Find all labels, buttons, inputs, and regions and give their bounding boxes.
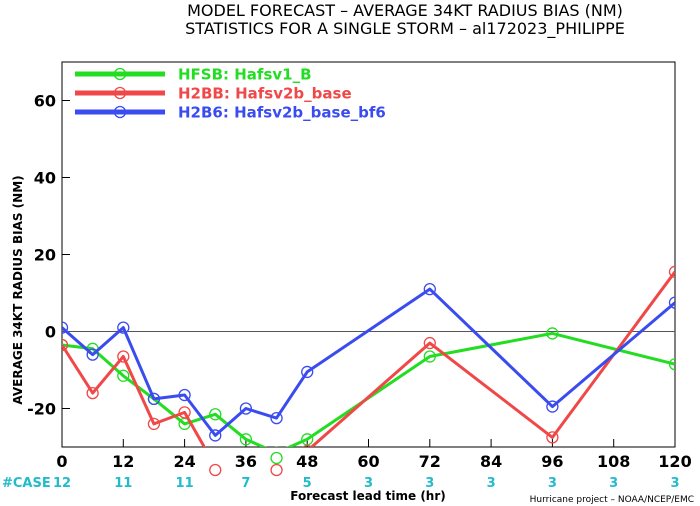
x-tick-label: 96 xyxy=(541,452,563,471)
case-count: 3 xyxy=(487,476,496,491)
series-point-3 xyxy=(423,282,436,296)
series-point-2 xyxy=(62,338,69,352)
series-point-3 xyxy=(668,296,675,309)
x-tick-label: 24 xyxy=(173,452,195,471)
x-tick-label: 108 xyxy=(597,452,630,471)
below-axis-marker xyxy=(209,463,222,477)
series-point-3 xyxy=(546,400,559,413)
series-point-3 xyxy=(270,411,283,425)
series-point-3 xyxy=(117,321,130,334)
series-point-3 xyxy=(62,321,69,334)
legend-marker-1 xyxy=(113,67,127,81)
series-line-1 xyxy=(62,331,675,447)
series-point-2 xyxy=(86,386,99,400)
case-count: 3 xyxy=(670,476,679,491)
case-count: 3 xyxy=(364,476,373,491)
series-point-1 xyxy=(668,358,675,371)
legend-marker-2 xyxy=(113,86,127,100)
x-tick-label: 120 xyxy=(658,452,691,471)
x-tick-label: 12 xyxy=(112,452,134,471)
x-tick-label: 72 xyxy=(419,452,441,471)
series-point-2 xyxy=(178,406,191,419)
series-point-3 xyxy=(86,348,99,361)
case-label: #CASE xyxy=(2,476,51,491)
x-tick-label: 60 xyxy=(357,452,379,471)
below-axis-marker xyxy=(270,451,283,465)
series-point-3 xyxy=(301,365,314,379)
series-point-3 xyxy=(209,429,222,442)
legend-marker-3 xyxy=(113,105,127,119)
series-point-1 xyxy=(239,433,253,446)
series-point-1 xyxy=(209,408,222,421)
x-tick-label: 84 xyxy=(480,452,502,471)
series-point-1 xyxy=(423,350,436,363)
series-point-3 xyxy=(178,388,191,402)
chart-subtitle: STATISTICS FOR A SINGLE STORM – al172023… xyxy=(185,19,625,39)
y-tick-label: 0 xyxy=(45,323,56,342)
series-point-2 xyxy=(423,336,436,350)
chart-title: MODEL FORECAST – AVERAGE 34KT RADIUS BIA… xyxy=(187,1,623,20)
case-count: 7 xyxy=(241,476,250,491)
series-line-2 xyxy=(62,270,675,447)
y-tick-label: 20 xyxy=(34,246,56,265)
case-count: 5 xyxy=(303,476,312,491)
y-tick-label: -20 xyxy=(27,400,56,419)
credit-text: Hurricane project – NOAA/NCEP/EMC xyxy=(530,495,694,505)
below-axis-marker xyxy=(270,463,283,477)
y-tick-label: 60 xyxy=(34,92,56,111)
series-point-3 xyxy=(147,392,161,406)
series-point-3 xyxy=(239,402,253,415)
legend-label-2: H2BB: Hafsv2b_base xyxy=(178,85,352,103)
case-count: 3 xyxy=(425,476,434,491)
legend-label-1: HFSB: Hafsv1_B xyxy=(178,66,312,84)
case-count: 11 xyxy=(114,476,132,491)
x-tick-label: 48 xyxy=(296,452,318,471)
x-axis-label: Forecast lead time (hr) xyxy=(290,489,446,503)
series-point-1 xyxy=(546,327,559,340)
legend-label-3: H2B6: Hafsv2b_base_bf6 xyxy=(178,104,386,122)
case-count: 12 xyxy=(53,476,71,491)
series-point-2 xyxy=(668,265,675,278)
series-line-3 xyxy=(62,287,675,437)
case-count: 3 xyxy=(609,476,618,491)
x-tick-label: 36 xyxy=(235,452,257,471)
case-count: 11 xyxy=(176,476,194,491)
series-point-2 xyxy=(117,350,130,363)
series-point-1 xyxy=(117,369,130,382)
series-point-2 xyxy=(147,417,161,431)
y-tick-label: 40 xyxy=(34,169,56,188)
y-axis-label: AVERAGE 34KT RADIUS BIAS (NM) xyxy=(11,175,25,404)
series-point-2 xyxy=(302,444,312,447)
series-point-2 xyxy=(546,431,559,444)
case-count: 3 xyxy=(548,476,557,491)
x-tick-label: 0 xyxy=(56,452,67,471)
